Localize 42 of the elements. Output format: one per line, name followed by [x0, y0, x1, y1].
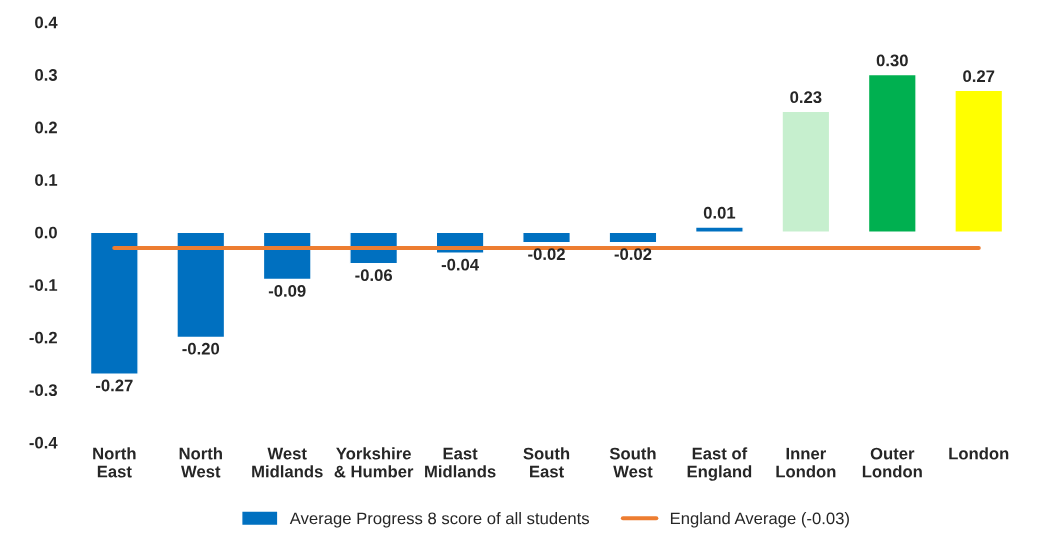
x-tick-label: South West: [609, 447, 656, 478]
bar: [89, 231, 139, 375]
bar: [262, 231, 312, 281]
data-label: -0.06: [355, 269, 393, 282]
data-label: 0.27: [963, 70, 995, 83]
y-tick-label: -0.1: [29, 279, 58, 291]
y-tick-label: -0.2: [29, 331, 57, 344]
x-tick-label: Outer London: [862, 447, 922, 478]
y-tick-label: -0.3: [29, 384, 57, 397]
y-tick-label: 0.0: [35, 226, 57, 239]
legend-label: Average Progress 8 score of all students: [289, 512, 590, 528]
x-tick-label: Yorkshire & Humber: [334, 447, 414, 478]
bar: [867, 73, 917, 233]
y-tick-label: 0.1: [35, 174, 58, 186]
x-tick-label: North East: [93, 447, 136, 478]
bar: [522, 231, 571, 244]
x-tick-label: North West: [179, 447, 222, 478]
x-tick-label: East Midlands: [425, 447, 496, 478]
y-tick-label: 0.2: [35, 121, 57, 134]
data-label: 0.30: [876, 54, 908, 67]
legend-label: England Average (-0.03): [670, 512, 849, 528]
data-label: -0.27: [95, 379, 133, 392]
data-label: -0.09: [268, 285, 306, 297]
data-label: -0.20: [182, 342, 220, 355]
bar: [781, 110, 831, 233]
x-tick-label: East of England: [687, 447, 752, 481]
y-tick-label: 0.4: [35, 16, 58, 29]
bar: [176, 231, 226, 339]
bar: [694, 226, 744, 233]
data-label: -0.02: [528, 248, 565, 261]
x-tick-label: South East: [523, 447, 570, 478]
x-tick-label: Inner London: [776, 447, 836, 478]
bar: [954, 89, 1004, 233]
y-tick-label: -0.4: [29, 436, 58, 449]
data-label: 0.01: [703, 206, 736, 219]
data-label: -0.04: [441, 258, 479, 271]
bar: [608, 231, 658, 244]
data-label: -0.02: [614, 248, 652, 261]
x-tick-label: West Midlands: [252, 447, 323, 478]
x-tick-label: London: [949, 447, 1009, 460]
y-tick-label: 0.3: [35, 69, 57, 81]
data-label: 0.23: [790, 91, 822, 104]
